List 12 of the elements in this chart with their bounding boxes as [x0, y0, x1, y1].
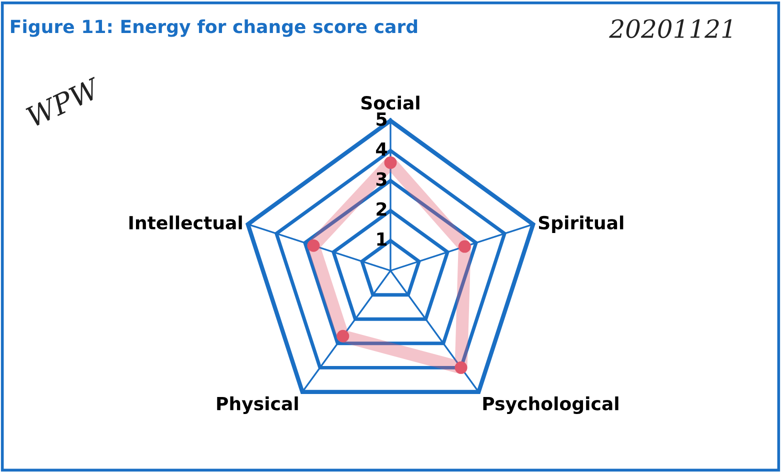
spoke-label: Physical: [217, 396, 298, 414]
y-tick-label: 2: [376, 202, 386, 216]
text: 20201121: [609, 19, 732, 38]
y-tick-label: 1: [377, 232, 387, 246]
y-tick-label: 3: [376, 172, 386, 186]
spoke-label: Intellectual: [129, 216, 242, 230]
y-tick-label: 5: [376, 112, 387, 126]
spoke-label: Social: [361, 96, 420, 110]
spoke-label: Spiritual: [538, 216, 624, 234]
chart-title: Figure 11: Energy for change score card: [11, 19, 418, 37]
spoke-label: Psychological: [483, 396, 618, 414]
y-tick-label: 4: [376, 142, 387, 156]
